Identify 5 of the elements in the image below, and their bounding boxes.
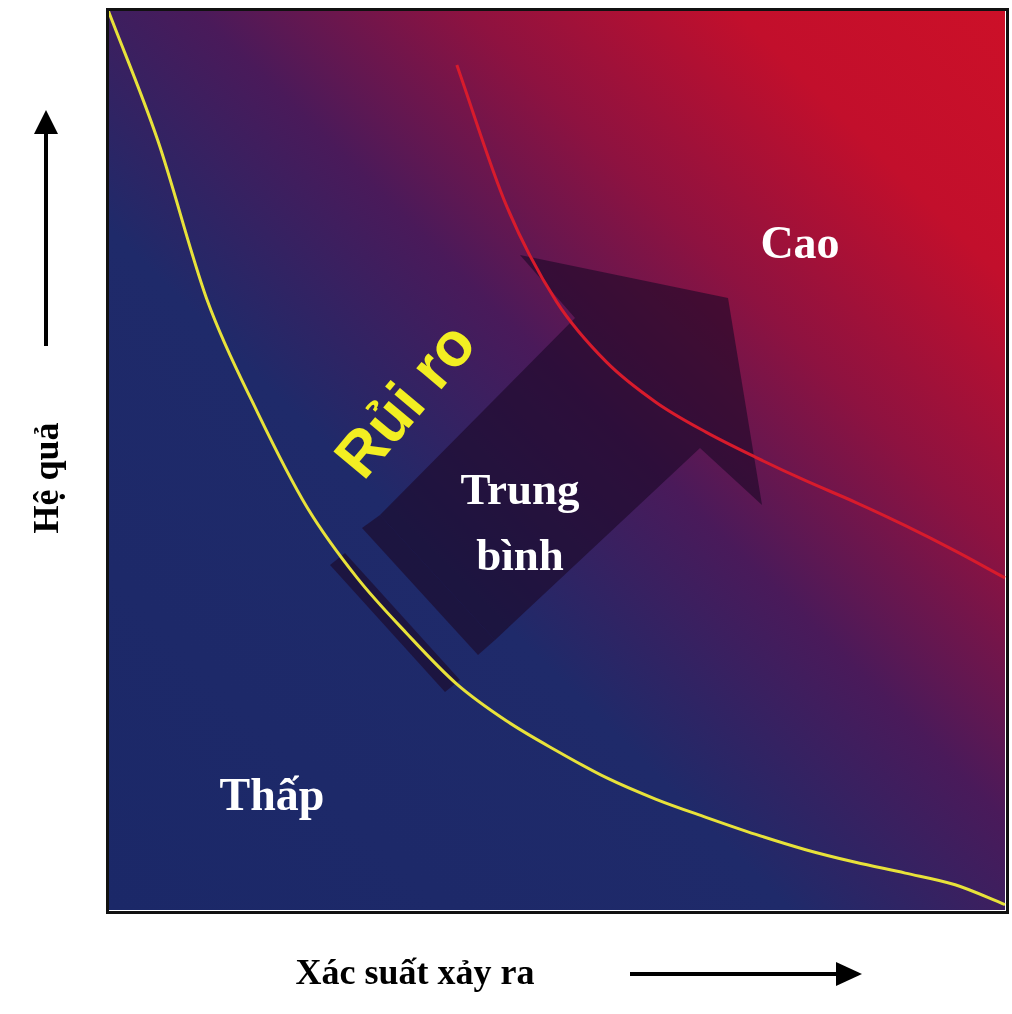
annotation: Thấp [219,768,325,822]
y-axis-title: Hệ quả [25,422,67,534]
annotation: Trung bình [459,463,581,582]
x-axis-title: Xác suất xảy ra [295,951,535,993]
annotation: Cao [760,216,840,270]
